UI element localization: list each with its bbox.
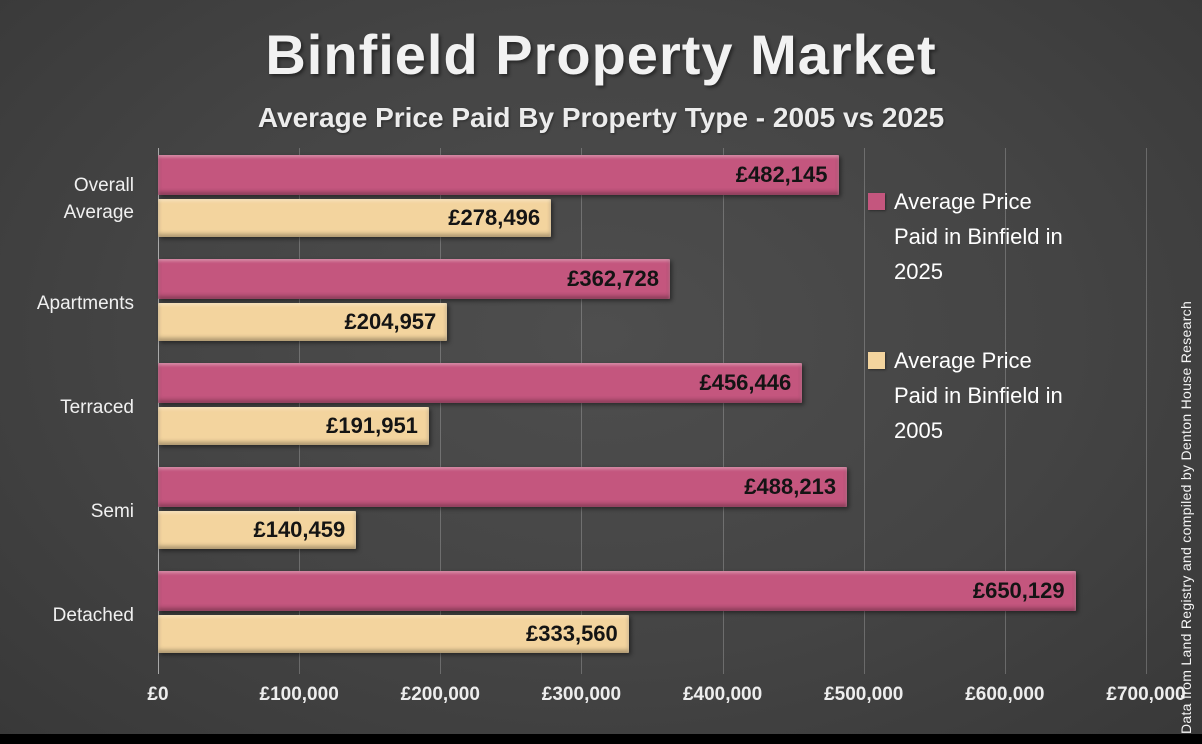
bar-2005: £333,560: [158, 615, 629, 653]
bar-2025: £456,446: [158, 363, 803, 403]
legend-swatch-icon: [868, 193, 885, 210]
gridline: [1146, 148, 1147, 674]
gridline: [581, 148, 583, 674]
chart-subtitle: Average Price Paid By Property Type - 20…: [257, 102, 945, 133]
gridline: [440, 148, 442, 674]
category-label: Terraced: [60, 396, 134, 418]
bar-value-label: £278,496: [448, 205, 541, 230]
x-tick-label: £700,000: [1106, 684, 1186, 705]
x-tick-label: £100,000: [259, 684, 339, 705]
bar-value-label: £333,560: [526, 621, 618, 646]
legend-item: Average Price Paid in Binfield in 2025: [868, 184, 1083, 289]
x-tick-label: £400,000: [682, 684, 763, 705]
bar-value-label: £204,957: [344, 309, 437, 334]
bar-group: £456,446 £191,951: [158, 356, 1146, 460]
bar-value-label: £456,446: [699, 370, 792, 395]
x-tick-label: £300,000: [541, 684, 622, 705]
category-label: Apartments: [36, 292, 134, 314]
x-tick-label: £500,000: [824, 684, 904, 705]
bar-2025: £488,213: [158, 467, 848, 507]
bar-group: £650,129 £333,560: [158, 564, 1146, 668]
bar-2025: £482,145: [158, 155, 839, 195]
bar-group: £482,145 £278,496: [158, 148, 1146, 252]
x-tick-label: £600,000: [965, 684, 1045, 705]
bar-value-label: £650,129: [972, 578, 1065, 603]
x-axis: £0 £100,000 £200,000 £300,000 £400,000 £500,0…: [147, 684, 1185, 710]
category-label: Detached: [52, 604, 134, 626]
legend: Average Price Paid in Binfield in 2025 Av…: [868, 184, 1083, 448]
bar-groups: £482,145 £278,496 £362,728 £204,957 £456,446…: [158, 148, 1146, 668]
gridline: [1004, 148, 1006, 674]
x-tick-label: £0: [147, 684, 169, 705]
bar-value-label: £140,459: [253, 517, 346, 542]
bar-value-label: £488,213: [744, 474, 837, 499]
attribution-note: Data from Land Registry and compiled by …: [1178, 300, 1194, 734]
bar-2005: £140,459: [158, 511, 357, 549]
legend-label: Average Price Paid in Binfield in 2025: [894, 189, 1063, 284]
bar-2025: £362,728: [158, 259, 670, 299]
bar-2025: £650,129: [158, 571, 1076, 611]
bar-value-label: £191,951: [326, 413, 418, 438]
bar-value-label: £482,145: [735, 162, 828, 187]
bottom-edge-bar: [0, 734, 1202, 744]
bar-group: £488,213 £140,459: [158, 460, 1146, 564]
legend-label: Average Price Paid in Binfield in 2005: [894, 348, 1063, 443]
bar-2005: £278,496: [158, 199, 552, 237]
bar-2005: £204,957: [158, 303, 448, 341]
category-labels: Overall Average Apartments Terraced Semi Det…: [0, 148, 150, 668]
gridline: [863, 148, 865, 674]
bar-2005: £191,951: [158, 407, 429, 445]
category-label: Semi: [90, 500, 134, 522]
category-label: Overall Average: [63, 175, 134, 223]
bar-group: £362,728 £204,957: [158, 252, 1146, 356]
x-tick-label: £200,000: [400, 684, 480, 705]
bar-value-label: £362,728: [567, 266, 659, 291]
chart-title: Binfield Property Market: [265, 23, 937, 86]
gridline: [722, 148, 724, 674]
legend-item: Average Price Paid in Binfield in 2005: [868, 343, 1083, 448]
legend-swatch-icon: [868, 352, 885, 369]
plot-area: £482,145 £278,496 £362,728 £204,957 £456,446…: [158, 148, 1147, 674]
